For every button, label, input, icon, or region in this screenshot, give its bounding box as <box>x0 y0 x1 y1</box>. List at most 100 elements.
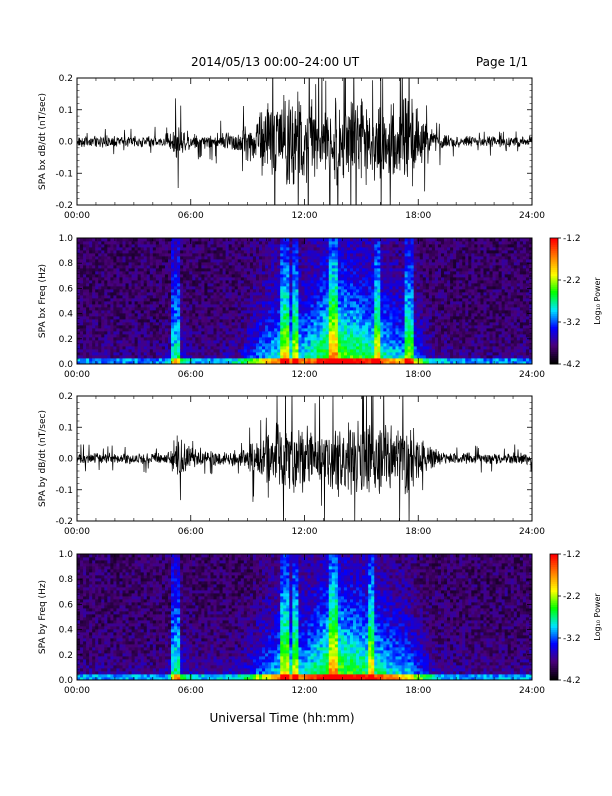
spectrogram-cell <box>305 322 308 325</box>
spectrogram-cell <box>217 325 220 328</box>
spectrogram-cell <box>308 340 311 343</box>
spectrogram-cell <box>417 346 420 349</box>
spectrogram-cell <box>386 295 389 298</box>
spectrogram-cell <box>201 274 204 277</box>
spectrogram-cell <box>426 292 429 295</box>
spectrogram-cell <box>295 352 298 355</box>
spectrogram-cell <box>365 316 368 319</box>
spectrogram-cell <box>283 301 286 304</box>
spectrogram-cell <box>126 343 129 346</box>
spectrogram-cell <box>126 349 129 352</box>
spectrogram-cell <box>165 241 168 244</box>
spectrogram-cell <box>289 337 292 340</box>
spectrogram-cell <box>165 337 168 340</box>
spectrogram-cell <box>256 346 259 349</box>
spectrogram-cell <box>268 280 271 283</box>
spectrogram-cell <box>420 280 423 283</box>
spectrogram-cell <box>89 238 92 241</box>
spectrogram-cell <box>159 337 162 340</box>
spectrogram-cell <box>247 355 250 358</box>
spectrogram-cell <box>326 241 329 244</box>
spectrogram-cell <box>135 250 138 253</box>
spectrogram-cell <box>238 244 241 247</box>
spectrogram-cell <box>89 250 92 253</box>
spectrogram-cell <box>217 256 220 259</box>
spectrogram-cell <box>150 289 153 292</box>
spectrogram-cell <box>171 271 174 274</box>
spectrogram-cell <box>177 328 180 331</box>
spectrogram-cell <box>335 298 338 301</box>
spectrogram-cell <box>286 262 289 265</box>
spectrogram-cell <box>365 247 368 250</box>
spectrogram-cell <box>123 304 126 307</box>
spectrogram-cell <box>104 313 107 316</box>
spectrogram-cell <box>268 268 271 271</box>
spectrogram-cell <box>132 319 135 322</box>
spectrogram-cell <box>323 349 326 352</box>
spectrogram-cell <box>286 256 289 259</box>
spectrogram-cell <box>420 349 423 352</box>
spectrogram-cell <box>417 253 420 256</box>
spectrogram-cell <box>365 355 368 358</box>
spectrogram-cell <box>226 358 229 361</box>
spectrogram-cell <box>420 328 423 331</box>
spectrogram-cell <box>226 271 229 274</box>
spectrogram-cell <box>250 310 253 313</box>
spectrogram-cell <box>426 265 429 268</box>
spectrogram-cell <box>262 250 265 253</box>
spectrogram-cell <box>253 301 256 304</box>
spectrogram-cell <box>280 283 283 286</box>
spectrogram-cell <box>192 355 195 358</box>
spectrogram-cell <box>250 349 253 352</box>
spectrogram-cell <box>147 355 150 358</box>
spectrogram-cell <box>77 277 80 280</box>
spectrogram-cell <box>347 322 350 325</box>
spectrogram-cell <box>192 307 195 310</box>
spectrogram-cell <box>411 316 414 319</box>
spectrogram-cell <box>262 274 265 277</box>
spectrogram-cell <box>198 304 201 307</box>
spectrogram-cell <box>396 358 399 361</box>
spectrogram-cell <box>153 289 156 292</box>
spectrogram-cell <box>171 322 174 325</box>
spectrogram-cell <box>265 283 268 286</box>
spectrogram-cell <box>189 334 192 337</box>
spectrogram-cell <box>356 301 359 304</box>
spectrogram-cell <box>171 241 174 244</box>
spectrogram-cell <box>214 352 217 355</box>
spectrogram-cell <box>198 355 201 358</box>
spectrogram-cell <box>283 262 286 265</box>
spectrogram-cell <box>399 298 402 301</box>
spectrogram-cell <box>135 358 138 361</box>
spectrogram-cell <box>259 328 262 331</box>
spectrogram-cell <box>177 247 180 250</box>
spectrogram-cell <box>332 319 335 322</box>
spectrogram-cell <box>374 244 377 247</box>
spectrogram-cell <box>317 277 320 280</box>
spectrogram-cell <box>350 250 353 253</box>
spectrogram-cell <box>332 349 335 352</box>
spectrogram-cell <box>174 319 177 322</box>
spectrogram-cell <box>214 349 217 352</box>
spectrogram-cell <box>207 310 210 313</box>
spectrogram-cell <box>198 313 201 316</box>
spectrogram-cell <box>326 322 329 325</box>
spectrogram-cell <box>411 247 414 250</box>
spectrogram-cell <box>86 292 89 295</box>
spectrogram-cell <box>180 295 183 298</box>
spectrogram-cell <box>326 298 329 301</box>
spectrogram-cell <box>223 304 226 307</box>
spectrogram-cell <box>350 241 353 244</box>
spectrogram-cell <box>256 253 259 256</box>
spectrogram-cell <box>283 352 286 355</box>
spectrogram-cell <box>383 241 386 244</box>
spectrogram-cell <box>311 328 314 331</box>
spectrogram-cell <box>298 238 301 241</box>
spectrogram-cell <box>268 274 271 277</box>
spectrogram-cell <box>177 280 180 283</box>
spectrogram-cell <box>405 283 408 286</box>
spectrogram-cell <box>405 268 408 271</box>
spectrogram-cell <box>359 325 362 328</box>
spectrogram-cell <box>113 307 116 310</box>
spectrogram-cell <box>123 355 126 358</box>
